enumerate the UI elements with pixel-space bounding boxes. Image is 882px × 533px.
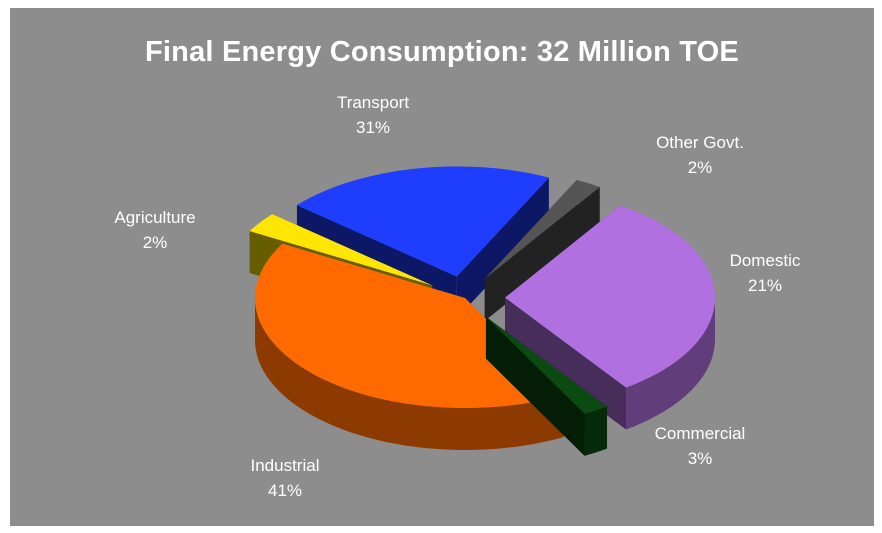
slice-commercial-top xyxy=(249,214,433,286)
slice-industrial-side xyxy=(255,298,564,450)
slice-domestic-wall-1 xyxy=(456,177,549,319)
label-domestic: Domestic 21% xyxy=(705,248,825,298)
label-industrial-value: 41% xyxy=(267,481,303,500)
label-transport-name: Transport xyxy=(336,93,410,112)
slice-transport-wall-1 xyxy=(504,297,627,430)
slice-agriculture-side xyxy=(584,406,608,456)
label-industrial-name: Industrial xyxy=(250,456,320,475)
slice-agriculture-wall-1 xyxy=(485,316,585,456)
slice-industrial-top xyxy=(255,243,564,408)
slice-other-govt xyxy=(484,180,600,321)
label-agriculture-name: Agriculture xyxy=(114,208,196,227)
label-commercial-name: Commercial xyxy=(654,424,746,443)
label-other-govt: Other Govt. 2% xyxy=(635,130,765,180)
label-agriculture: Agriculture 2% xyxy=(95,205,215,255)
label-domestic-value: 21% xyxy=(747,276,783,295)
slice-other-govt-top xyxy=(484,180,600,279)
label-other-govt-value: 2% xyxy=(687,158,713,177)
slice-transport xyxy=(504,205,715,430)
label-transport-value: 31% xyxy=(355,118,391,137)
label-commercial-value: 3% xyxy=(687,449,713,468)
chart-title: Final Energy Consumption: 32 Million TOE xyxy=(145,36,739,68)
slice-other-govt-wall-1 xyxy=(484,186,600,321)
label-industrial: Industrial 41% xyxy=(225,453,345,503)
chart-area: Final Energy Consumption: 32 Million TOE… xyxy=(10,8,874,526)
slice-agriculture-top xyxy=(485,316,608,414)
pie-chart xyxy=(249,166,715,456)
label-transport: Transport 31% xyxy=(313,90,433,140)
slice-transport-side xyxy=(626,297,715,430)
label-domestic-name: Domestic xyxy=(729,251,801,270)
slice-agriculture xyxy=(485,316,608,456)
label-commercial: Commercial 3% xyxy=(635,421,765,471)
label-other-govt-name: Other Govt. xyxy=(656,133,744,152)
label-agriculture-value: 2% xyxy=(142,233,168,252)
slice-domestic-top xyxy=(296,166,549,277)
slice-transport-top xyxy=(504,205,715,388)
